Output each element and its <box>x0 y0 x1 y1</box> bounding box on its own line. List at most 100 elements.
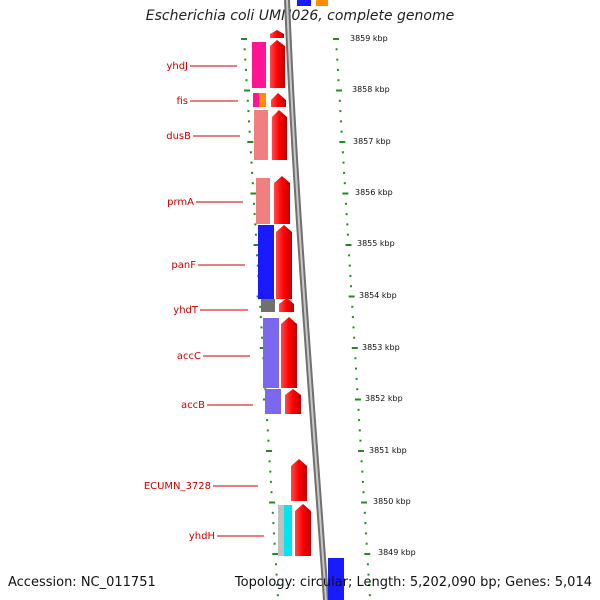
gene-arrows <box>270 30 311 556</box>
minor-tick <box>274 563 277 566</box>
minor-tick <box>340 130 343 133</box>
major-tick <box>247 141 254 143</box>
minor-tick <box>248 130 251 133</box>
minor-tick <box>266 419 269 422</box>
major-tick <box>351 347 358 349</box>
minor-tick <box>254 223 257 226</box>
major-tick <box>272 553 279 555</box>
minor-tick <box>253 213 256 216</box>
minor-tick <box>351 305 354 308</box>
major-tick <box>345 244 352 246</box>
minor-tick <box>276 594 279 597</box>
minor-tick <box>359 439 362 442</box>
minor-tick <box>254 233 257 236</box>
minor-tick <box>259 316 262 319</box>
minor-tick <box>256 254 259 257</box>
right-tick-dots <box>333 38 371 597</box>
minor-tick <box>352 326 355 329</box>
scale-label: 3852 kbp <box>365 394 403 403</box>
minor-tick <box>361 480 364 483</box>
scale-label: 3858 kbp <box>352 85 390 94</box>
major-tick <box>348 295 355 298</box>
minor-tick <box>275 573 278 576</box>
minor-tick <box>340 120 342 123</box>
scale-label: 3851 kbp <box>369 446 407 455</box>
major-tick <box>253 244 260 246</box>
minor-tick <box>339 110 342 113</box>
minor-tick <box>267 439 270 442</box>
gene-label-accc: accC <box>177 351 201 362</box>
minor-tick <box>243 48 246 51</box>
minor-tick <box>261 336 264 339</box>
minor-tick <box>356 388 359 391</box>
gene-label-fis: fis <box>176 96 188 107</box>
minor-tick <box>353 336 356 339</box>
gene-label-yhdt: yhdT <box>173 305 199 316</box>
minor-tick <box>245 79 248 82</box>
minor-tick <box>361 470 364 473</box>
minor-tick <box>273 532 275 535</box>
map-title: Escherichia coli UMN026, complete genome <box>145 8 455 24</box>
minor-tick <box>335 48 338 51</box>
minor-tick <box>337 79 340 82</box>
minor-tick <box>268 460 271 463</box>
scale-label: 3853 kbp <box>362 343 400 352</box>
minor-tick <box>362 491 365 494</box>
minor-tick <box>366 563 369 566</box>
major-tick <box>339 141 346 143</box>
accession-text: Accession: NC_011751 <box>8 575 156 590</box>
bottom-blue-feature <box>328 558 344 600</box>
minor-tick <box>253 202 255 205</box>
minor-tick <box>247 110 250 113</box>
minor-tick <box>360 460 363 463</box>
minor-tick <box>250 161 253 164</box>
major-tick <box>250 192 257 195</box>
minor-tick <box>336 58 339 61</box>
gene-label-prma: prmA <box>167 197 194 208</box>
gene-label-ecumn-3728: ECUMN_3728 <box>144 481 211 492</box>
major-tick <box>244 89 251 92</box>
cog-track <box>252 42 292 556</box>
minor-tick <box>364 522 367 525</box>
major-tick <box>364 553 371 555</box>
minor-tick <box>249 151 252 154</box>
minor-tick <box>342 161 345 164</box>
scale-label: 3849 kbp <box>378 548 416 557</box>
minor-tick <box>256 264 259 267</box>
minor-tick <box>345 213 348 216</box>
minor-tick <box>349 274 352 277</box>
minor-tick <box>269 470 272 473</box>
minor-tick <box>341 151 344 154</box>
gene-label-lines <box>190 65 264 537</box>
minor-tick <box>271 511 274 514</box>
minor-tick <box>251 171 254 174</box>
minor-tick <box>343 171 346 174</box>
minor-tick <box>251 182 254 185</box>
minor-tick <box>248 120 250 123</box>
scale-label: 3856 kbp <box>355 188 393 197</box>
minor-tick <box>338 99 341 102</box>
minor-tick <box>354 357 357 360</box>
minor-tick <box>244 58 247 61</box>
minor-tick <box>365 532 367 535</box>
minor-tick <box>348 264 351 267</box>
top-blue-feature <box>297 0 311 6</box>
minor-tick <box>272 522 275 525</box>
topology-text: Topology: circular; Length: 5,202,090 bp… <box>234 575 592 590</box>
minor-tick <box>260 326 263 329</box>
major-tick <box>342 192 349 195</box>
minor-tick <box>350 285 352 288</box>
minor-tick <box>351 316 354 319</box>
scale-label: 3859 kbp <box>350 34 388 43</box>
major-tick <box>269 501 276 504</box>
minor-tick <box>358 429 361 432</box>
minor-tick <box>355 367 357 370</box>
major-tick <box>266 450 272 452</box>
major-tick <box>241 38 247 40</box>
minor-tick <box>363 511 366 514</box>
minor-tick <box>246 99 249 102</box>
minor-tick <box>368 594 371 597</box>
major-tick <box>259 347 266 349</box>
minor-tick <box>355 377 358 380</box>
